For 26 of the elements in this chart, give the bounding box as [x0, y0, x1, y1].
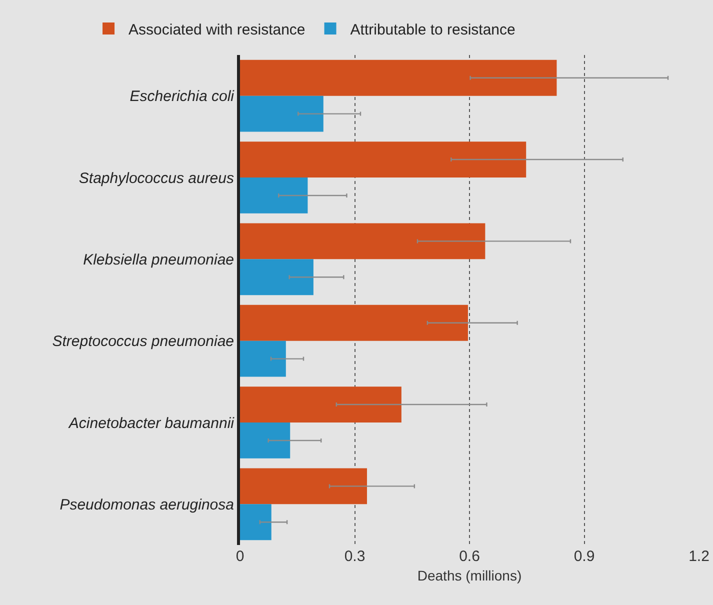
x-tick-label: 0.6 — [459, 548, 480, 565]
y-tick-label: Acinetobacter baumannii — [68, 414, 235, 432]
bar — [240, 422, 290, 458]
bar — [240, 504, 272, 540]
bar — [240, 60, 557, 96]
bar — [240, 468, 367, 504]
x-tick-label: 0.3 — [344, 548, 366, 565]
x-tick-label: 0 — [236, 548, 244, 565]
y-tick-label: Escherichia coli — [130, 88, 235, 106]
bar — [240, 223, 486, 260]
bar — [240, 340, 286, 377]
bar — [240, 304, 468, 341]
x-tick-label: 1.2 — [688, 548, 710, 565]
y-tick-label: Klebsiella pneumoniae — [83, 251, 234, 268]
legend-label: Associated with resistance — [128, 21, 306, 38]
bar — [240, 259, 314, 296]
bar — [240, 96, 324, 132]
x-axis-title: Deaths (millions) — [417, 567, 522, 584]
y-tick-label: Staphylococcus aureus — [78, 170, 234, 187]
y-tick-label: Streptococcus pneumoniae — [52, 333, 234, 350]
legend-label: Attributable to resistance — [350, 21, 516, 38]
bar — [240, 178, 308, 214]
bar — [240, 386, 402, 422]
bar — [240, 142, 526, 178]
x-tick-label: 0.9 — [574, 548, 595, 565]
y-tick-label: Pseudomonas aeruginosa — [60, 496, 234, 514]
